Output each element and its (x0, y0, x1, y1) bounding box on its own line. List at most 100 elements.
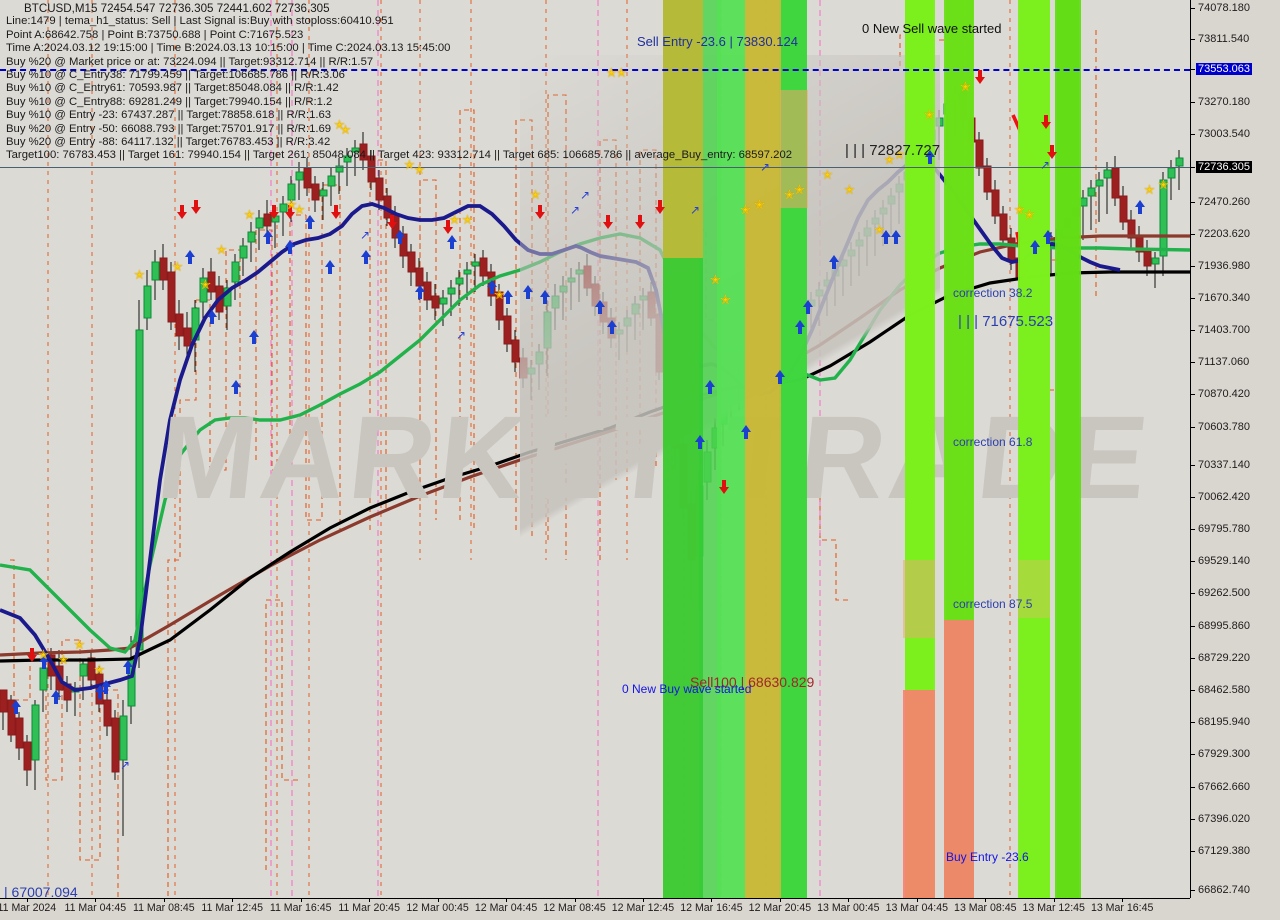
annotation-correction-618: correction 61.8 (953, 435, 1033, 449)
buy-arrow-marker (395, 230, 405, 244)
star-marker: ✭ (134, 267, 145, 282)
price-tick-69529.140: 69529.140 (1191, 555, 1279, 568)
buy-arrow-marker (705, 380, 715, 394)
hollow-arrow-marker: ↗ (690, 203, 701, 217)
time-tick-13-Mar-16-45: 13 Mar 16:45 (1090, 902, 1154, 914)
price-tick-74078.180: 74078.180 (1191, 2, 1279, 15)
buy-arrow-marker (523, 285, 533, 299)
time-tick-12-Mar-04-45: 12 Mar 04:45 (474, 902, 538, 914)
price-tick-68195.940: 68195.940 (1191, 716, 1279, 729)
price-axis[interactable]: 74078.180 73811.540 73553.063 73270.180 7300… (1190, 0, 1280, 898)
time-tick-12-Mar-00-45: 12 Mar 00:45 (406, 902, 469, 914)
buy-arrow-marker (595, 300, 605, 314)
sell-arrow-marker (1047, 145, 1057, 159)
star-marker: ✭ (94, 662, 105, 677)
star-marker: ✭ (286, 197, 297, 212)
sell-arrow-marker (285, 205, 295, 219)
price-tick-73003.540: 73003.540 (1191, 128, 1279, 141)
buy-arrow-marker (51, 690, 61, 704)
star-marker: ✭ (874, 222, 885, 237)
price-tick-67396.020: 67396.020 (1191, 813, 1279, 826)
time-tick-13-Mar-04-45: 13 Mar 04:45 (885, 902, 949, 914)
price-tick-71670.340: 71670.340 (1191, 292, 1279, 305)
star-marker: ✭ (334, 117, 345, 132)
star-marker: ✭ (794, 182, 805, 197)
buy-arrow-marker (207, 310, 217, 324)
price-tick-70603.780: 70603.780 (1191, 421, 1279, 434)
buy-arrow-marker (891, 230, 901, 244)
buy-arrow-marker (231, 380, 241, 394)
time-tick-11-Mar-12-45: 11 Mar 12:45 (201, 902, 264, 914)
time-tick-mark (163, 898, 165, 902)
sell-arrow-marker (1041, 115, 1051, 129)
time-tick-13-Mar-12-45: 13 Mar 12:45 (1022, 902, 1085, 914)
buy-arrow-marker (741, 425, 751, 439)
time-tick-11-Mar-08-45: 11 Mar 08:45 (132, 902, 195, 914)
star-marker: ✭ (414, 162, 425, 177)
price-tick-73270.180: 73270.180 (1191, 96, 1279, 109)
hollow-arrow-marker: ↗ (456, 328, 467, 342)
star-marker: ✭ (960, 79, 971, 94)
info-line-1: Point A:68642.758 | Point B:73750.688 | … (6, 28, 304, 41)
sell-arrow-marker (27, 648, 37, 662)
time-tick-13-Mar-08-45: 13 Mar 08:45 (954, 902, 1017, 914)
info-line-3: Buy %20 @ Market price or at: 73224.094 … (6, 55, 374, 68)
hollow-arrow-marker: ↗ (120, 758, 131, 772)
star-marker: ✭ (530, 187, 541, 202)
price-tick-72736.305: 72736.305 (1191, 161, 1279, 174)
annotation-level-72827: | | | 72827.727 (845, 142, 941, 159)
star-marker: ✭ (720, 292, 731, 307)
price-level-current-price-level (0, 167, 1190, 168)
time-tick-11-Mar-04-45: 11 Mar 04:45 (64, 902, 127, 914)
buy-arrow-marker (487, 280, 497, 294)
buy-arrow-marker (249, 330, 259, 344)
chart-info-header: BTCUSD,M15 72454.547 72736.305 72441.602… (6, 2, 792, 163)
buy-arrow-marker (415, 285, 425, 299)
buy-arrow-marker (263, 230, 273, 244)
annotation-level-71675: | | | 71675.523 (958, 313, 1054, 330)
buy-arrow-marker (123, 660, 133, 674)
info-line-10: Target100: 76783.453 || Target 161: 7994… (6, 149, 793, 162)
star-marker: ✭ (404, 157, 415, 172)
buy-arrow-marker (775, 370, 785, 384)
buy-arrow-marker (1030, 240, 1040, 254)
buy-arrow-marker (325, 260, 335, 274)
buy-arrow-marker (607, 320, 617, 334)
price-tick-72470.260: 72470.260 (1191, 196, 1279, 209)
time-tick-12-Mar-12-45: 12 Mar 12:45 (611, 902, 675, 914)
star-marker: ✭ (74, 637, 85, 652)
sell-arrow-marker (177, 205, 187, 219)
tema-navy-line (0, 158, 1121, 692)
info-line-0: Line:1479 | tema_h1_status: Sell | Last … (6, 15, 394, 28)
star-marker: ✭ (754, 197, 765, 212)
sell-arrow-marker (655, 200, 665, 214)
buy-arrow-marker (503, 290, 513, 304)
star-marker: ✭ (172, 259, 183, 274)
time-axis-line (0, 898, 1190, 899)
buy-arrow-marker (361, 250, 371, 264)
hollow-arrow-marker: ↗ (360, 228, 371, 242)
time-tick-11-Mar-20-45: 11 Mar 20:45 (338, 902, 400, 914)
annotation-correction-382: correction 38.2 (953, 286, 1033, 300)
time-tick-mark (26, 898, 28, 902)
annotation-new-sell-wave: 0 New Sell wave started (862, 21, 1002, 36)
price-tick-70062.420: 70062.420 (1191, 491, 1279, 504)
time-axis[interactable]: 11 Mar 2024 11 Mar 04:45 11 Mar 08:45 11 Ma… (0, 898, 1280, 920)
buy-arrow-marker (101, 680, 111, 694)
price-tick-68995.860: 68995.860 (1191, 620, 1279, 633)
hollow-arrow-marker: ↗ (570, 203, 581, 217)
annotation-buy-entry: Buy Entry -23.6 (946, 850, 1029, 864)
time-tick-mark (300, 898, 302, 902)
star-marker: ✭ (924, 107, 935, 122)
price-tick-67129.380: 67129.380 (1191, 845, 1279, 858)
hollow-arrow-marker: ↗ (580, 188, 591, 202)
buy-arrow-marker (695, 435, 705, 449)
price-tick-71403.700: 71403.700 (1191, 324, 1279, 337)
annotation-new-buy-wave: 0 New Buy wave started (622, 682, 752, 696)
annotation-level-67007: | 67007.094 (4, 884, 78, 898)
buy-arrow-marker (795, 320, 805, 334)
hollow-arrow-marker: ↗ (1040, 158, 1051, 172)
price-tick-67929.300: 67929.300 (1191, 748, 1279, 761)
time-tick-mark (848, 898, 850, 902)
